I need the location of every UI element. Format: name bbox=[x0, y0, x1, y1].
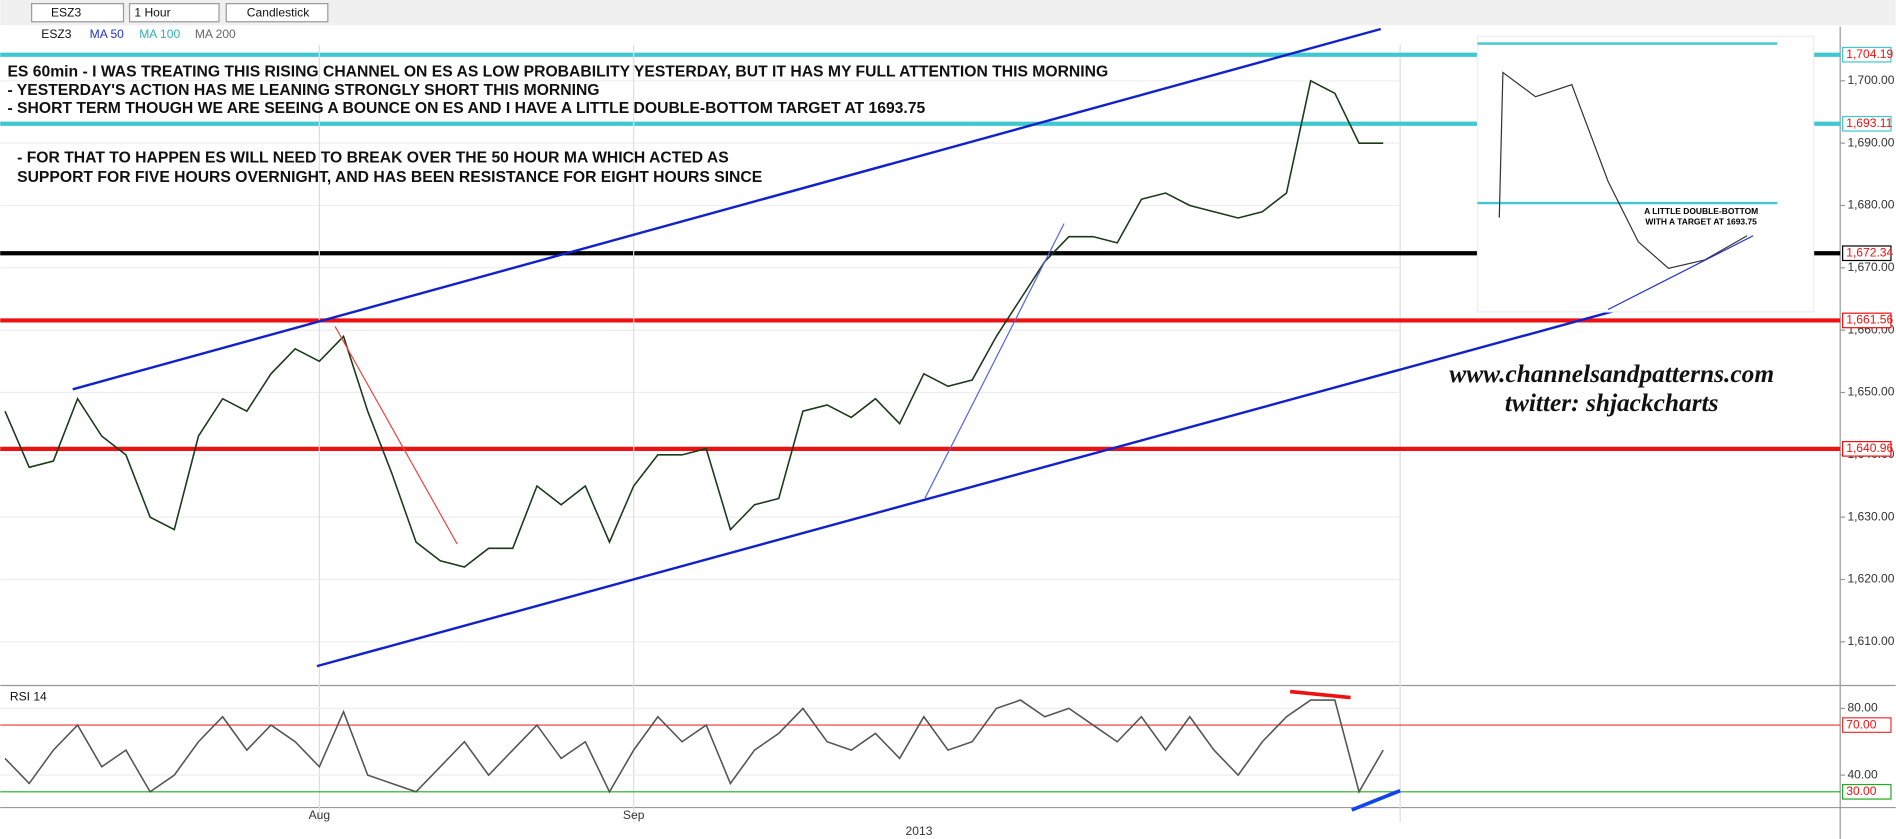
trend-line bbox=[924, 223, 1065, 499]
y-tick-label: 1,610.00 bbox=[1847, 634, 1894, 648]
watermark: www.channelsandpatterns.com bbox=[1449, 360, 1774, 388]
symbol-input[interactable] bbox=[31, 3, 125, 23]
level-label-box bbox=[1842, 245, 1892, 262]
annotation: SUPPORT FOR FIVE HOURS OVERNIGHT, AND HA… bbox=[17, 169, 762, 186]
y-tick-label: 80.00 bbox=[1847, 701, 1878, 715]
rsi-arrow bbox=[1351, 788, 1401, 812]
price-line bbox=[4, 699, 1384, 794]
inset-note: A LITTLE DOUBLE-BOTTOM bbox=[1644, 206, 1758, 216]
level-label-box bbox=[1842, 46, 1892, 63]
interval-text: 1 Hour bbox=[134, 5, 170, 19]
y-tick-label: 1,700.00 bbox=[1847, 73, 1894, 87]
symbol-text: ESZ3 bbox=[51, 5, 81, 19]
legend-study[interactable]: MA 200 bbox=[195, 27, 236, 41]
style-text: Candlestick bbox=[247, 5, 310, 19]
inset-ma bbox=[1607, 235, 1754, 311]
level-label-box bbox=[1842, 115, 1892, 132]
rsi-arrow bbox=[1289, 689, 1351, 700]
level-label: 1,661.56 bbox=[1846, 313, 1893, 327]
x-tick-label: Aug bbox=[309, 808, 331, 822]
level-label: 1,704.19 bbox=[1846, 47, 1893, 61]
legend-symbol[interactable]: ESZ3 bbox=[41, 27, 71, 41]
legend-bar bbox=[0, 25, 1896, 45]
level-label-box bbox=[1842, 312, 1892, 329]
level-label: 1,640.96 bbox=[1846, 441, 1893, 455]
level-label-box bbox=[1842, 717, 1892, 733]
year-label: 2013 bbox=[906, 824, 933, 838]
annotation: - SHORT TERM THOUGH WE ARE SEEING A BOUN… bbox=[7, 100, 925, 117]
watermark: twitter: shjackcharts bbox=[1505, 389, 1719, 417]
price-line bbox=[4, 79, 1384, 568]
legend-study[interactable]: MA 50 bbox=[90, 27, 125, 41]
level-label-box bbox=[1842, 440, 1892, 457]
trend-line bbox=[334, 326, 458, 545]
annotation: ES 60min - I WAS TREATING THIS RISING CH… bbox=[7, 64, 1108, 81]
level-label: 1,693.11 bbox=[1846, 116, 1892, 130]
y-tick-label: 1,620.00 bbox=[1847, 572, 1894, 586]
style-select[interactable] bbox=[225, 3, 329, 23]
inset-image bbox=[1476, 35, 1815, 313]
trend-line bbox=[316, 309, 1616, 668]
legend-study[interactable]: MA 100 bbox=[139, 27, 180, 41]
annotation: - FOR THAT TO HAPPEN ES WILL NEED TO BRE… bbox=[17, 150, 729, 167]
y-tick-label: 1,670.00 bbox=[1847, 260, 1894, 274]
interval-select[interactable] bbox=[128, 3, 220, 23]
y-tick-label: 1,650.00 bbox=[1847, 385, 1894, 399]
inset-note: WITH A TARGET AT 1693.75 bbox=[1645, 217, 1757, 227]
level-label: 70.00 bbox=[1846, 717, 1877, 731]
y-tick-label: 40.00 bbox=[1847, 767, 1878, 781]
y-tick-label: 1,690.00 bbox=[1847, 135, 1894, 149]
level-label: 30.00 bbox=[1846, 784, 1877, 798]
y-tick-label: 1,680.00 bbox=[1847, 198, 1894, 212]
level-label: 1,672.34 bbox=[1846, 245, 1893, 259]
x-tick-label: Sep bbox=[623, 808, 645, 822]
trend-line bbox=[72, 27, 1382, 391]
pane-title: RSI 14 bbox=[10, 690, 47, 704]
annotation: - YESTERDAY'S ACTION HAS ME LEANING STRO… bbox=[7, 82, 599, 99]
level-label-box bbox=[1842, 783, 1892, 800]
y-tick-label: 1,630.00 bbox=[1847, 509, 1894, 523]
inset-price bbox=[1498, 71, 1748, 270]
